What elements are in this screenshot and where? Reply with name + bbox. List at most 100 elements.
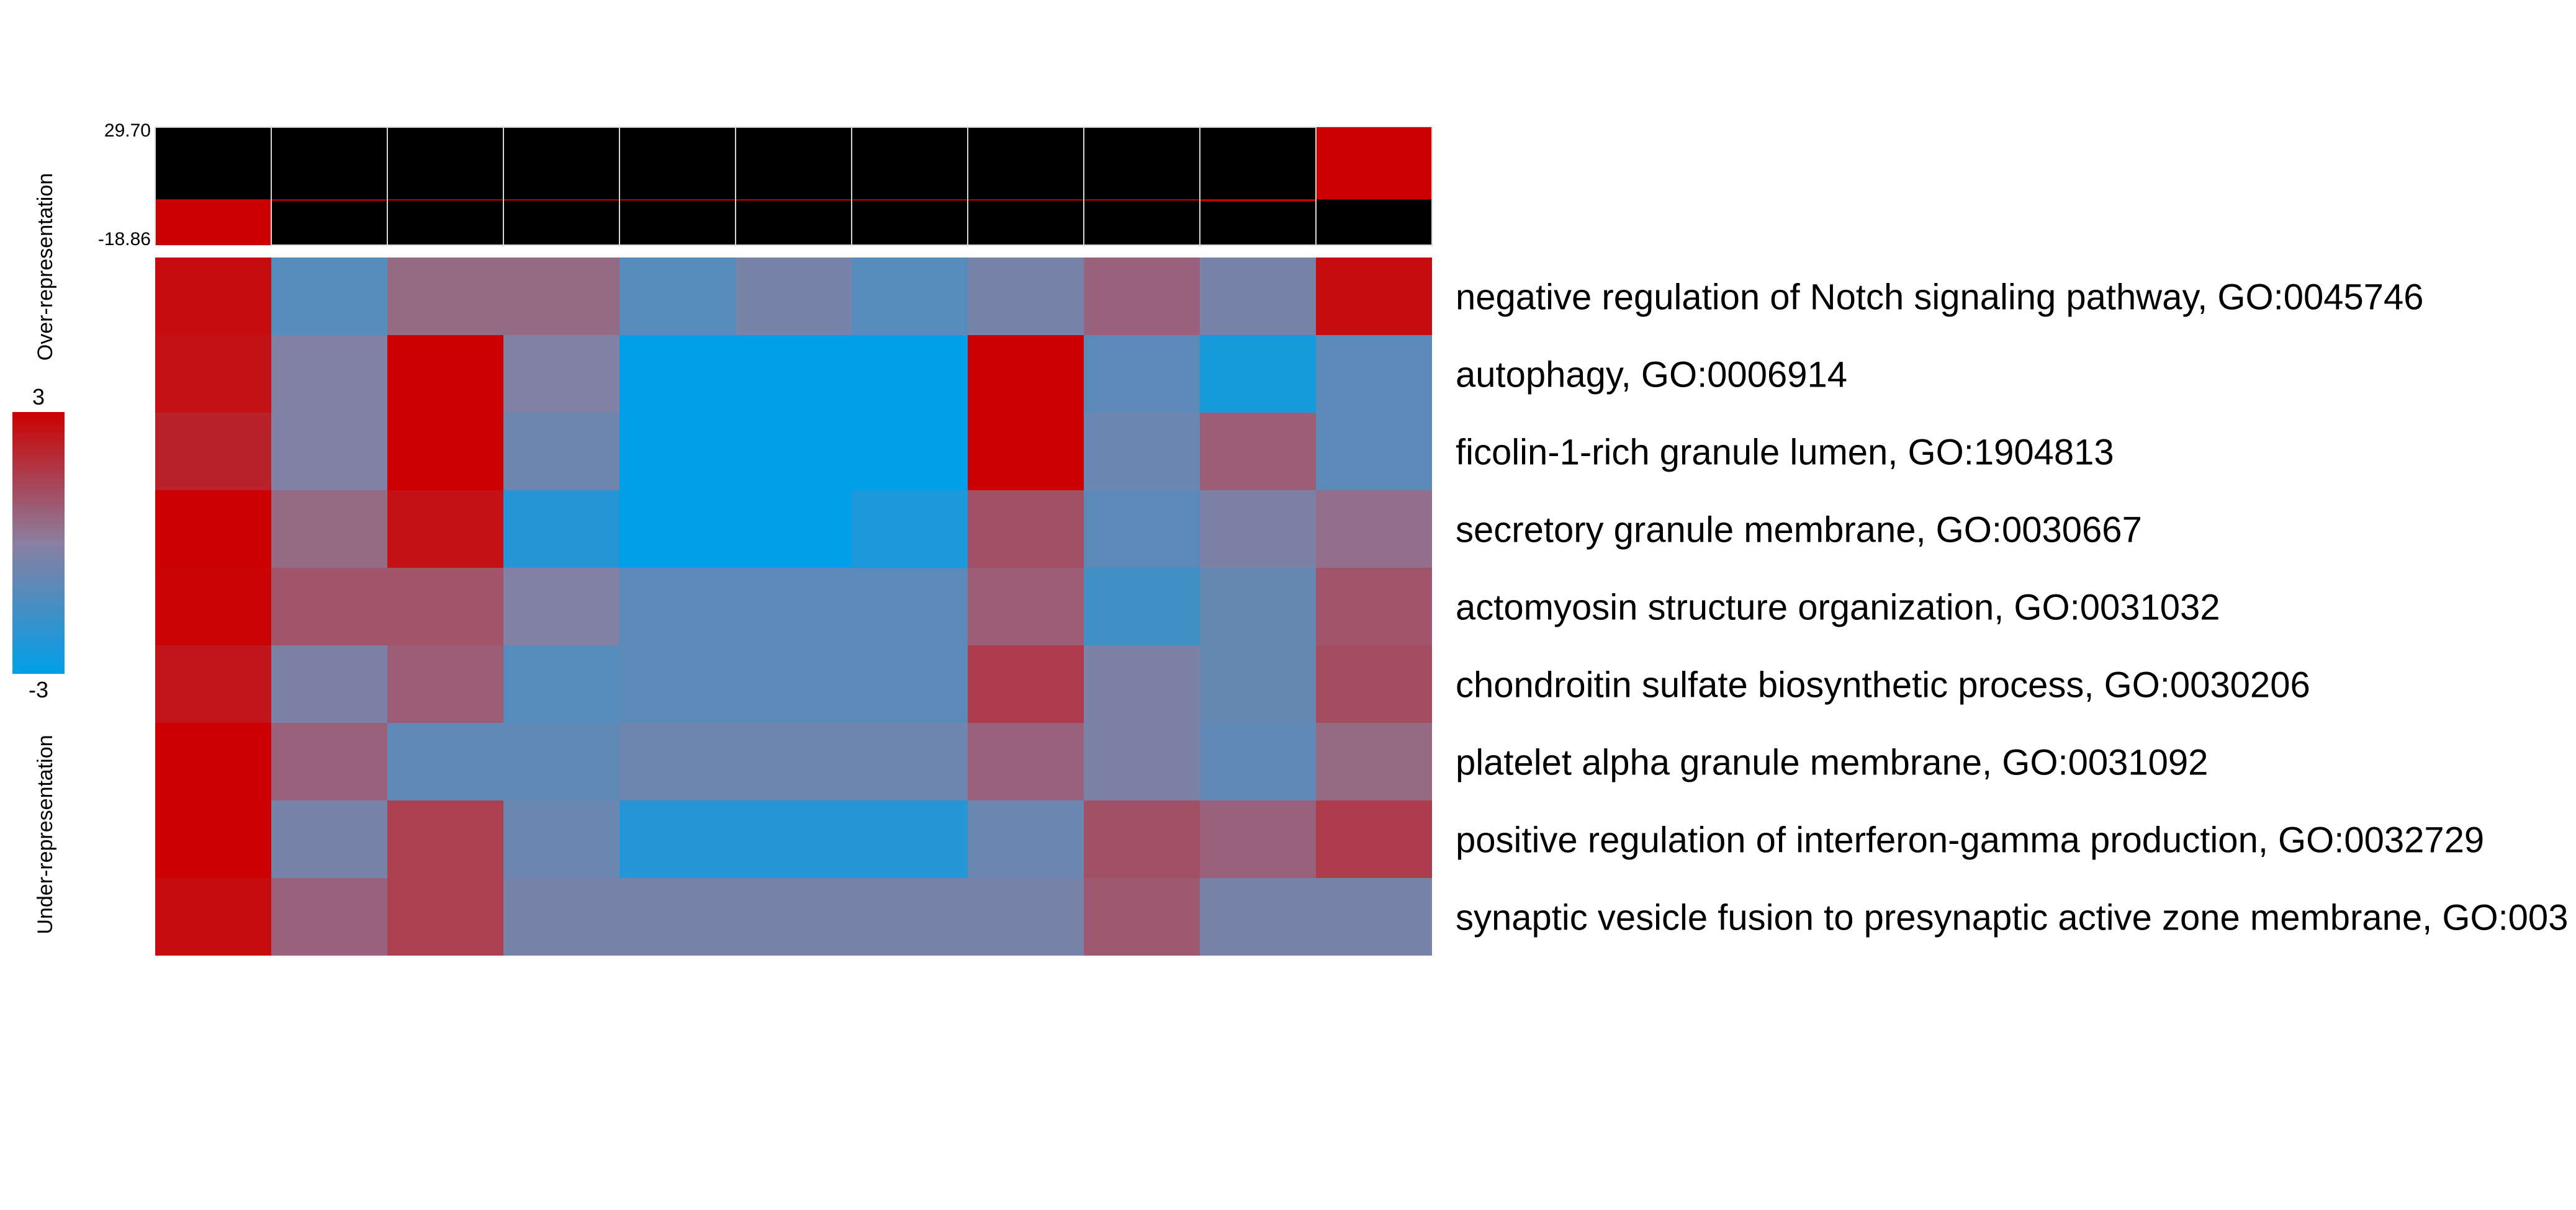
- top-bar-min-label: -18.86: [98, 229, 151, 249]
- color-scale-bar: [12, 412, 65, 674]
- top-bar-cell: [387, 127, 504, 246]
- heatmap-cell: [155, 335, 271, 413]
- heatmap-cell: [271, 723, 387, 800]
- heatmap-cell: [503, 645, 619, 723]
- heatmap-cell: [852, 258, 968, 335]
- heatmap-cell: [619, 723, 736, 800]
- heatmap-cell: [503, 335, 619, 413]
- heatmap-cell: [503, 490, 619, 568]
- heatmap-cell: [387, 645, 503, 723]
- heatmap-cell: [387, 568, 503, 645]
- heatmap-cell: [1316, 645, 1432, 723]
- heatmap-cell: [968, 258, 1084, 335]
- heatmap-cell: [155, 568, 271, 645]
- heatmap-cell: [1084, 568, 1200, 645]
- top-bar-annotation: [155, 127, 1433, 246]
- heatmap-cell: [155, 723, 271, 800]
- heatmap-cell: [387, 800, 503, 878]
- top-bar-value: [156, 199, 271, 245]
- heatmap-cell: [387, 490, 503, 568]
- heatmap-cell: [736, 645, 852, 723]
- heatmap-cell: [503, 258, 619, 335]
- top-bar-value: [968, 199, 1083, 201]
- heatmap-cell: [968, 413, 1084, 490]
- heatmap-cell: [503, 878, 619, 956]
- heatmap-cell: [1200, 878, 1316, 956]
- heatmap-cell: [1084, 335, 1200, 413]
- heatmap-cell: [968, 568, 1084, 645]
- top-bar-value: [272, 199, 387, 201]
- heatmap-cell: [155, 490, 271, 568]
- heatmap-cell: [619, 413, 736, 490]
- heatmap-cell: [852, 335, 968, 413]
- row-label: ficolin-1-rich granule lumen, GO:1904813: [1456, 432, 2114, 472]
- row-label: synaptic vesicle fusion to presynaptic a…: [1456, 897, 2568, 938]
- heatmap-cell: [619, 800, 736, 878]
- heatmap-cell: [155, 258, 271, 335]
- heatmap-cell: [387, 258, 503, 335]
- heatmap-cell: [619, 335, 736, 413]
- heatmap-cell: [1316, 723, 1432, 800]
- heatmap-cell: [271, 258, 387, 335]
- top-bar-value: [1084, 199, 1199, 201]
- top-bar-max-label: 29.70: [104, 120, 151, 141]
- heatmap-cell: [1316, 258, 1432, 335]
- heatmap-cell: [968, 723, 1084, 800]
- heatmap-cell: [387, 335, 503, 413]
- heatmap-cell: [852, 568, 968, 645]
- heatmap-cell: [271, 800, 387, 878]
- heatmap-cell: [271, 878, 387, 956]
- heatmap-cell: [271, 413, 387, 490]
- heatmap-cell: [1084, 490, 1200, 568]
- heatmap-cell: [1316, 413, 1432, 490]
- heatmap-cell: [852, 413, 968, 490]
- heatmap-cell: [1200, 800, 1316, 878]
- heatmap-cell: [387, 878, 503, 956]
- heatmap-cell: [736, 258, 852, 335]
- heatmap-cell: [1316, 490, 1432, 568]
- heatmap-cell: [271, 645, 387, 723]
- heatmap-cell: [503, 723, 619, 800]
- heatmap-cell: [155, 878, 271, 956]
- color-scale-min-label: -3: [29, 677, 48, 702]
- heatmap-cell: [968, 645, 1084, 723]
- top-bar-cell: [271, 127, 388, 246]
- color-scale-max-label: 3: [32, 384, 45, 410]
- row-label: positive regulation of interferon-gamma …: [1456, 820, 2484, 860]
- heatmap-cell: [852, 490, 968, 568]
- heatmap-cell: [1200, 335, 1316, 413]
- heatmap-cell: [968, 878, 1084, 956]
- heatmap-cell: [736, 800, 852, 878]
- heatmap-cell: [736, 490, 852, 568]
- heatmap-cell: [736, 568, 852, 645]
- heatmap-cell: [968, 490, 1084, 568]
- top-bar-cell: [735, 127, 852, 246]
- heatmap-cell: [1200, 568, 1316, 645]
- heatmap-cell: [852, 800, 968, 878]
- heatmap-cell: [503, 568, 619, 645]
- heatmap-cell: [619, 490, 736, 568]
- top-bar-value: [852, 199, 967, 201]
- row-label: chondroitin sulfate biosynthetic process…: [1456, 665, 2310, 705]
- heatmap-cell: [1084, 645, 1200, 723]
- heatmap-cell: [1200, 645, 1316, 723]
- row-label: negative regulation of Notch signaling p…: [1456, 277, 2424, 317]
- heatmap-cell: [1084, 878, 1200, 956]
- row-label: actomyosin structure organization, GO:00…: [1456, 587, 2220, 627]
- top-bar-value: [736, 199, 851, 201]
- heatmap-cell: [736, 335, 852, 413]
- heatmap-cell: [619, 645, 736, 723]
- heatmap-cell: [736, 723, 852, 800]
- heatmap-cell: [968, 335, 1084, 413]
- heatmap-cell: [1084, 800, 1200, 878]
- over-representation-label: Over-representation: [34, 173, 57, 361]
- heatmap-cell: [852, 645, 968, 723]
- heatmap-cell: [387, 413, 503, 490]
- heatmap-cell: [1084, 723, 1200, 800]
- heatmap-cell: [271, 335, 387, 413]
- heatmap-cells: [155, 258, 1432, 956]
- heatmap-cell: [271, 490, 387, 568]
- top-bar-cell: [851, 127, 968, 246]
- top-bar-cell: [619, 127, 736, 246]
